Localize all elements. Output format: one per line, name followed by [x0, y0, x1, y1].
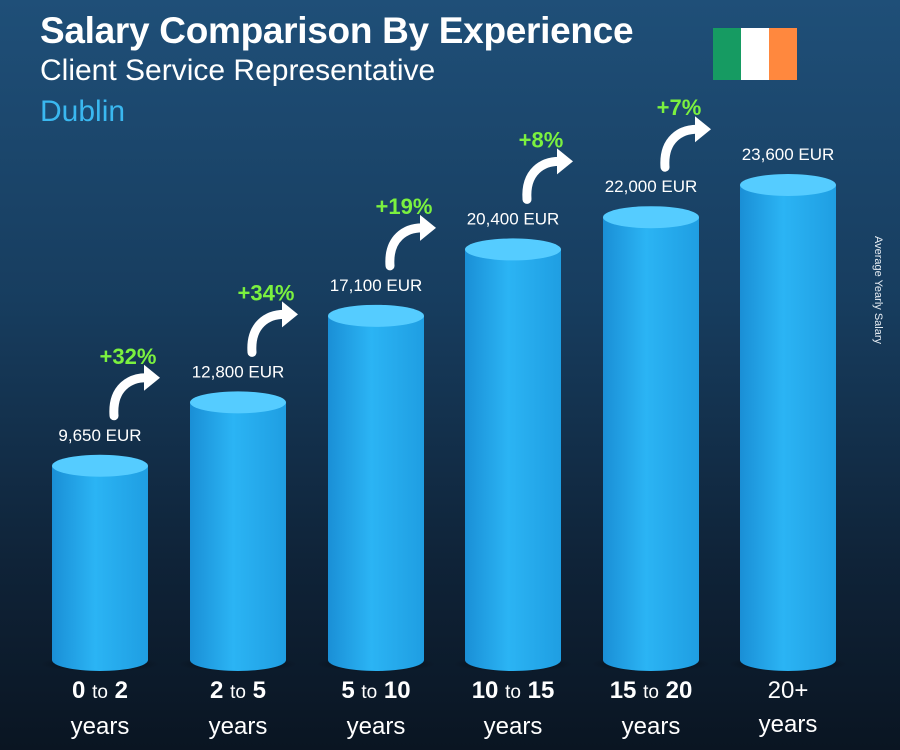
bar: [453, 238, 573, 672]
bar-body: [465, 249, 561, 671]
bar: [591, 206, 711, 672]
bar-top: [465, 238, 561, 261]
flag-stripe-green: [713, 28, 741, 80]
increase-arrow-icon: [660, 116, 711, 172]
bar-body: [190, 402, 286, 671]
increase-percent: +32%: [100, 344, 157, 369]
job-title: Client Service Representative: [40, 54, 436, 87]
bar: [178, 391, 298, 672]
value-label: 12,800 EUR: [192, 362, 285, 381]
bar-top: [190, 391, 286, 414]
flag-stripe-white: [741, 28, 769, 80]
increase-arrow-icon: [385, 214, 436, 271]
increase-percent: +34%: [238, 280, 295, 305]
increase-percent: +7%: [657, 95, 702, 120]
value-label: 23,600 EUR: [742, 145, 835, 164]
chart-title: Salary Comparison By Experience: [40, 10, 634, 51]
increase-percent: +19%: [376, 194, 433, 219]
bar: [728, 174, 848, 672]
increase-arrow-icon: [522, 148, 573, 204]
category-label: 0 to 2 years: [70, 677, 130, 740]
bar-top: [740, 174, 836, 196]
category-label: 5 to 10 years: [341, 677, 411, 740]
category-label: 20+ years: [758, 677, 818, 738]
value-label: 22,000 EUR: [605, 177, 698, 196]
ireland-flag-icon: [713, 28, 797, 80]
bar-body: [328, 315, 424, 671]
bar-top: [328, 304, 424, 327]
bar: [316, 304, 436, 672]
bar: [40, 454, 160, 672]
bar-body: [52, 465, 148, 671]
value-label: 17,100 EUR: [330, 276, 423, 295]
flag-stripe-orange: [769, 28, 797, 80]
category-label: 2 to 5 years: [208, 677, 268, 740]
value-label: 9,650 EUR: [58, 426, 141, 445]
bar-body: [603, 217, 699, 672]
bar-body: [740, 185, 836, 671]
value-label: 20,400 EUR: [467, 209, 560, 228]
category-label: 10 to 15 years: [471, 677, 555, 740]
increase-percent: +8%: [519, 127, 564, 152]
increase-arrow-icon: [247, 301, 298, 357]
increase-arrow-icon: [109, 364, 160, 421]
category-label: 15 to 20 years: [609, 677, 693, 740]
bar-top: [52, 454, 148, 477]
bar-top: [603, 206, 699, 229]
location-label: Dublin: [40, 95, 126, 128]
